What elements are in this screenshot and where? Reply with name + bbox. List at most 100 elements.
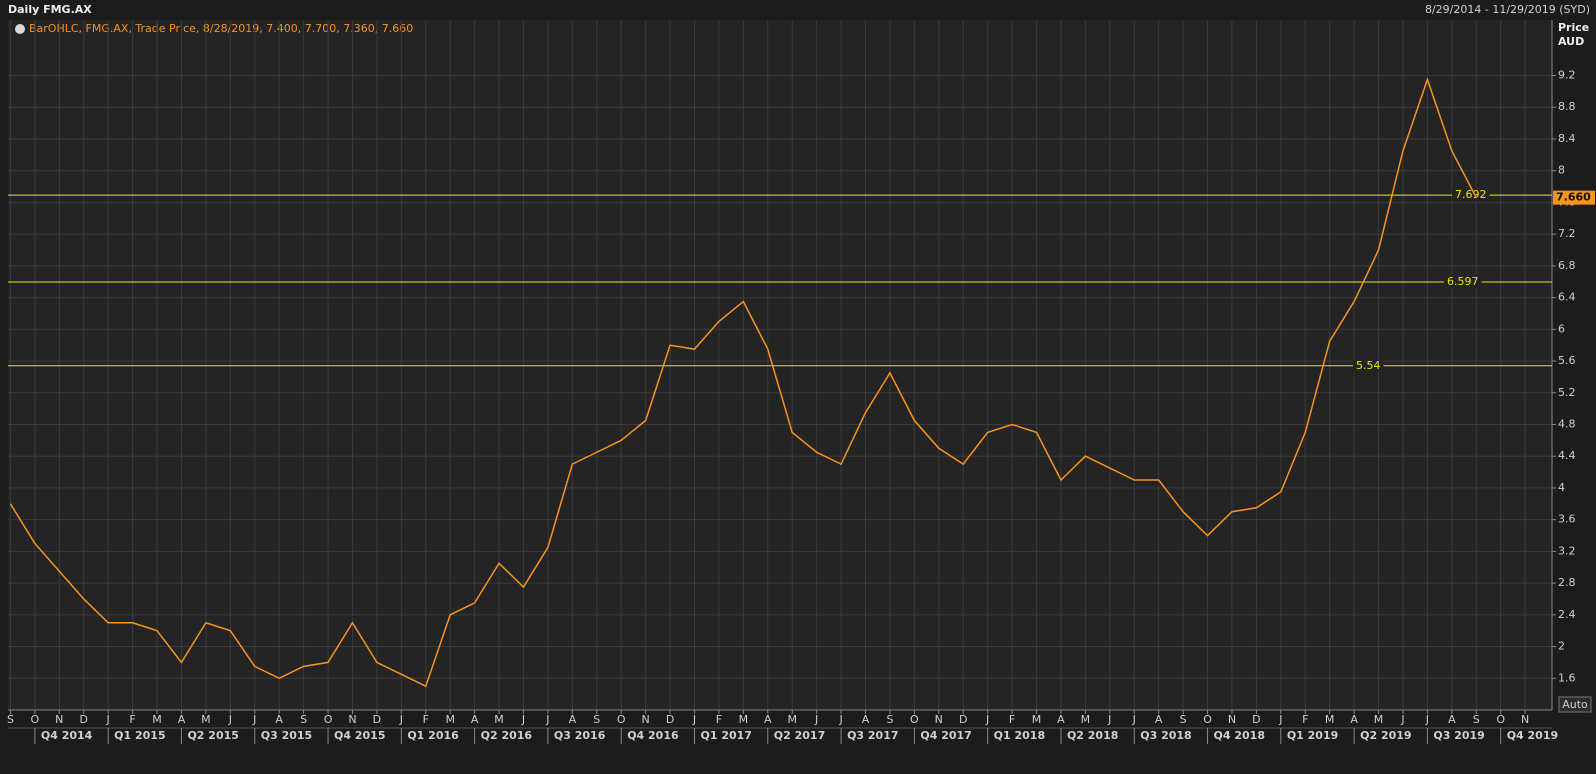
x-tick-label: N [642, 713, 650, 726]
last-price-tag [1553, 190, 1595, 205]
last-price-label: 7.660 [1556, 191, 1591, 204]
y-tick-label: 3.2 [1558, 544, 1576, 557]
x-tick-label: N [348, 713, 356, 726]
x-tick-label: J [1400, 713, 1404, 726]
y-tick-label: 9.2 [1558, 69, 1576, 82]
quarter-label: Q1 2015 [114, 729, 165, 742]
quarter-label: Q4 2016 [627, 729, 679, 742]
y-axis-title: Price [1558, 21, 1589, 34]
x-tick-label: O [910, 713, 919, 726]
level-label-bg [1444, 274, 1482, 288]
x-tick-label: J [985, 713, 989, 726]
plot-area [8, 20, 1552, 710]
x-tick-label: F [1009, 713, 1015, 726]
level-label-bg [1353, 358, 1384, 372]
x-tick-label: O [617, 713, 626, 726]
quarter-label: Q1 2016 [407, 729, 459, 742]
x-tick-label: M [1325, 713, 1335, 726]
quarter-label: Q4 2014 [41, 729, 93, 742]
x-tick-label: J [1107, 713, 1111, 726]
x-tick-label: F [423, 713, 429, 726]
x-tick-label: D [373, 713, 381, 726]
quarter-label: Q4 2015 [334, 729, 385, 742]
y-tick-label: 5.2 [1558, 386, 1576, 399]
legend-text: BarOHLC, FMG.AX, Trade Price, 8/28/2019,… [29, 22, 413, 35]
quarter-label: Q1 2019 [1287, 729, 1338, 742]
x-tick-label: F [1302, 713, 1308, 726]
y-tick-label: 2.4 [1558, 608, 1576, 621]
x-tick-label: M [1374, 713, 1384, 726]
x-tick-label: D [666, 713, 674, 726]
quarter-label: Q2 2019 [1360, 729, 1411, 742]
quarter-label: Q2 2015 [187, 729, 238, 742]
x-tick-label: J [399, 713, 403, 726]
x-tick-label: J [814, 713, 818, 726]
x-tick-label: O [1203, 713, 1212, 726]
x-tick-label: A [764, 713, 772, 726]
x-tick-label: A [569, 713, 577, 726]
x-tick-label: F [716, 713, 722, 726]
x-tick-label: D [79, 713, 87, 726]
x-tick-label: J [106, 713, 110, 726]
x-tick-label: A [471, 713, 479, 726]
y-tick-label: 6 [1558, 322, 1565, 335]
x-tick-label: N [1228, 713, 1236, 726]
x-tick-label: A [1350, 713, 1358, 726]
x-tick-label: J [1132, 713, 1136, 726]
quarter-label: Q3 2017 [847, 729, 898, 742]
x-tick-label: F [129, 713, 135, 726]
x-tick-label: M [445, 713, 455, 726]
x-tick-label: M [1081, 713, 1091, 726]
x-tick-label: M [787, 713, 797, 726]
x-tick-label: M [201, 713, 211, 726]
y-tick-label: 2 [1558, 640, 1565, 653]
x-tick-label: O [1496, 713, 1505, 726]
quarter-label: Q4 2017 [920, 729, 971, 742]
y-tick-label: 8 [1558, 164, 1565, 177]
x-tick-label: O [31, 713, 40, 726]
auto-button[interactable] [1558, 696, 1592, 713]
x-tick-label: A [178, 713, 186, 726]
y-tick-label: 8.4 [1558, 132, 1576, 145]
price-line [9, 77, 1477, 688]
x-tick-label: D [1252, 713, 1260, 726]
quarter-label: Q3 2019 [1433, 729, 1484, 742]
level-label-bg [1452, 188, 1490, 202]
x-tick-label: J [545, 713, 549, 726]
y-tick-label: 1.6 [1558, 671, 1576, 684]
y-tick-label: 8.8 [1558, 100, 1576, 113]
y-tick-label: 4.4 [1558, 449, 1576, 462]
x-tick-label: S [1180, 713, 1187, 726]
x-tick-label: J [1425, 713, 1429, 726]
x-tick-label: N [935, 713, 943, 726]
x-tick-label: M [739, 713, 749, 726]
quarter-label: Q1 2017 [700, 729, 751, 742]
y-tick-label: 3.6 [1558, 513, 1576, 526]
auto-button-label[interactable]: Auto [1562, 698, 1588, 711]
y-tick-label: 6.8 [1558, 259, 1576, 272]
y-tick-label: 7.2 [1558, 227, 1576, 240]
quarter-label: Q2 2017 [774, 729, 825, 742]
y-tick-label: 4.8 [1558, 417, 1576, 430]
x-tick-label: J [228, 713, 232, 726]
y-tick-label: 2.8 [1558, 576, 1576, 589]
x-tick-label: J [1278, 713, 1282, 726]
date-range: 8/29/2014 - 11/29/2019 (SYD) [1425, 3, 1590, 16]
x-tick-label: M [152, 713, 162, 726]
x-tick-label: J [521, 713, 525, 726]
quarter-label: Q3 2016 [554, 729, 606, 742]
x-tick-label: M [1032, 713, 1042, 726]
x-tick-label: A [1448, 713, 1456, 726]
quarter-label: Q4 2018 [1214, 729, 1265, 742]
quarter-label: Q3 2015 [261, 729, 312, 742]
legend-icon [15, 24, 25, 34]
quarter-label: Q3 2018 [1140, 729, 1191, 742]
x-tick-label: S [1473, 713, 1480, 726]
x-tick-label: N [55, 713, 63, 726]
x-tick-label: N [1521, 713, 1529, 726]
x-tick-label: J [252, 713, 256, 726]
quarter-label: Q2 2016 [481, 729, 533, 742]
x-tick-label: A [1057, 713, 1065, 726]
level-label: 6.597 [1447, 275, 1479, 288]
x-tick-label: O [324, 713, 333, 726]
